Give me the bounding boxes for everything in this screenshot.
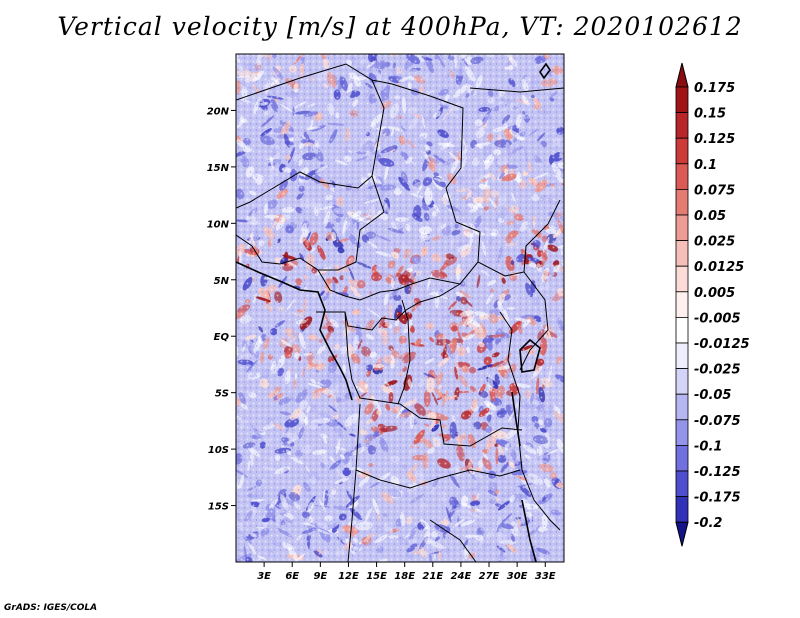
lat-tick-label: 5S [215, 389, 229, 400]
colorbar-segment [675, 86, 689, 114]
colorbar-label: 0.005 [694, 286, 735, 301]
lon-tick-label: 3E [257, 571, 271, 582]
lon-tick-label: 6E [285, 571, 299, 582]
lat-tick-label: 10S [208, 445, 229, 456]
lat-tick-label: 5N [214, 276, 230, 287]
colorbar-segment [675, 265, 689, 293]
colorbar-segment [675, 137, 689, 165]
lon-tick-label: 15E [366, 571, 387, 582]
lat-tick-label: 15N [207, 163, 230, 174]
lon-tick-label: 21E [422, 571, 443, 582]
lon-tick-label: 24E [451, 571, 472, 582]
colorbar-label: 0.05 [694, 209, 726, 224]
colorbar-segment [675, 188, 689, 216]
colorbar-label: -0.0125 [694, 337, 750, 352]
colorbar-label: -0.175 [694, 491, 741, 506]
lon-tick-label: 12E [338, 571, 359, 582]
lon-tick-label: 30E [507, 571, 528, 582]
colorbar-label: 0.075 [694, 183, 735, 198]
colorbar-segment [675, 470, 689, 498]
colorbar-bottom-arrow [675, 521, 689, 547]
colorbar-label: 0.175 [694, 81, 735, 96]
colorbar-segment [675, 112, 689, 139]
colorbar-label: -0.025 [694, 363, 741, 378]
map-frame [235, 53, 565, 563]
colorbar-segment [675, 240, 689, 267]
colorbar-segment [675, 419, 689, 446]
lat-tick-label: 10N [207, 219, 230, 230]
coastlines-lakes [236, 62, 551, 562]
lon-tick-label: 9E [313, 571, 327, 582]
credit-text: GrADS: IGES/COLA [4, 603, 98, 613]
colorbar-segment [675, 316, 689, 344]
colorbar-segment [675, 214, 689, 242]
colorbar-top-arrow [675, 62, 689, 88]
colorbar-label: -0.2 [694, 516, 722, 531]
colorbar-label: 0.15 [694, 107, 726, 122]
colorbar-label: -0.1 [694, 439, 722, 454]
colorbar-segment [675, 163, 689, 190]
lat-tick-label: EQ [214, 332, 230, 343]
colorbar-segment [675, 291, 689, 318]
colorbar-segment [675, 368, 689, 395]
velocity-field [236, 54, 564, 562]
colorbar-label: 0.125 [694, 132, 735, 147]
lat-tick-label: 20N [207, 106, 230, 117]
colorbar-label: 0.1 [694, 158, 717, 173]
country-borders [236, 63, 564, 562]
chart-title: Vertical velocity [m/s] at 400hPa, VT: 2… [57, 12, 743, 41]
colorbar-label: -0.05 [694, 388, 731, 403]
colorbar-label: -0.125 [694, 465, 741, 480]
colorbar-segment [675, 496, 689, 523]
colorbar-label: 0.025 [694, 235, 735, 250]
colorbar-segment [675, 393, 689, 421]
colorbar-segment [675, 444, 689, 472]
colorbar-label: 0.0125 [694, 260, 744, 275]
lon-tick-label: 33E [535, 571, 556, 582]
colorbar-label: -0.075 [694, 414, 741, 429]
colorbar-segment [675, 342, 689, 370]
colorbar-label: -0.005 [694, 311, 741, 326]
lon-tick-label: 18E [394, 571, 415, 582]
lat-tick-label: 15S [208, 502, 229, 513]
lon-tick-label: 27E [479, 571, 500, 582]
